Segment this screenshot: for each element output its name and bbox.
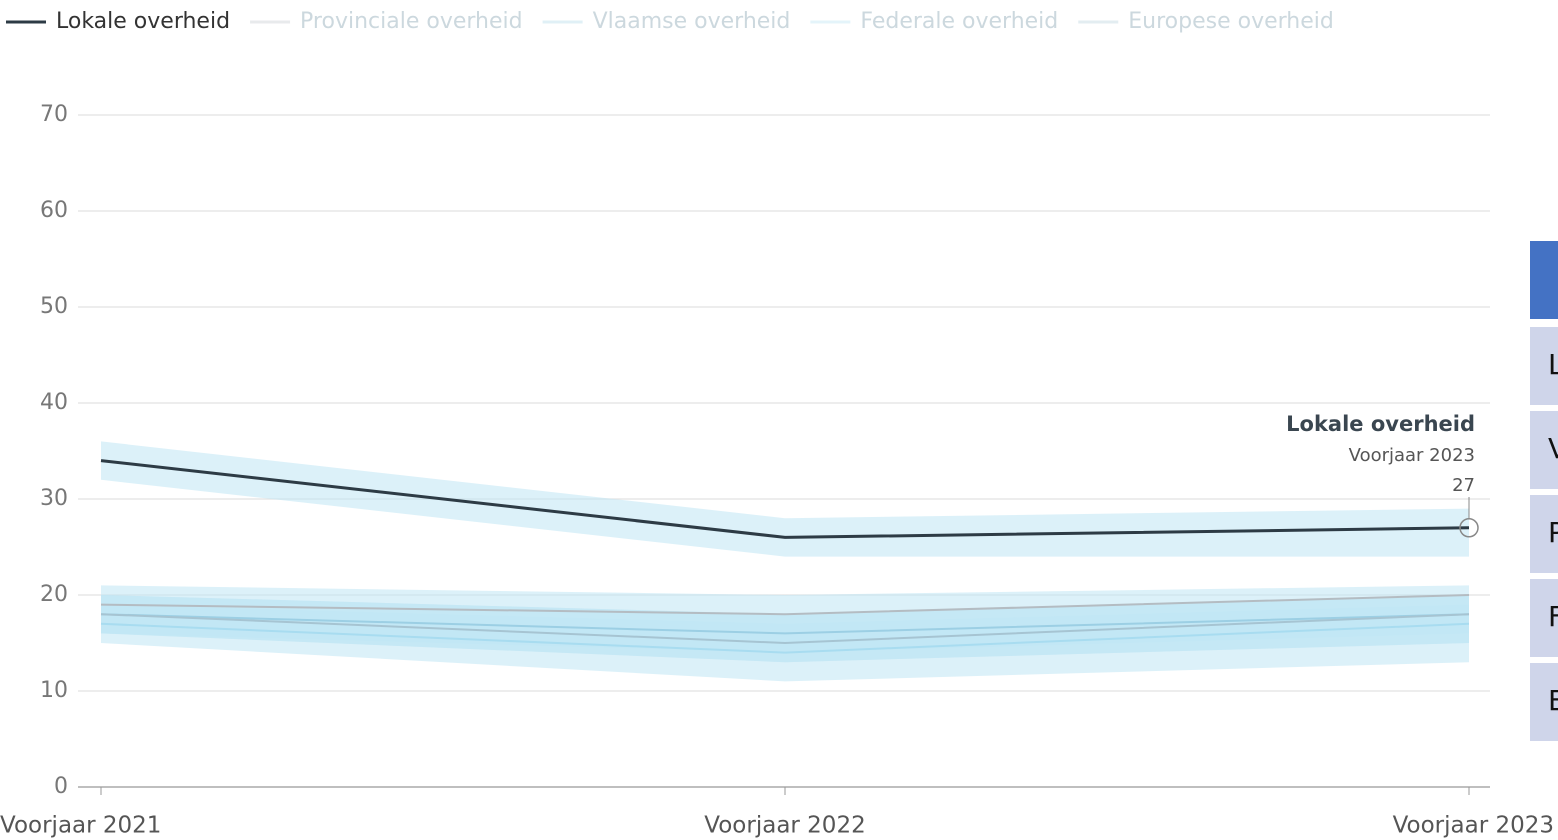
tooltip-title: Lokale overheid [1286,412,1475,436]
legend-label: Federale overheid [860,9,1058,34]
table-cell: V [1548,432,1558,465]
table-row [1530,663,1558,741]
y-tick-label: 20 [40,582,68,607]
y-tick-label: 30 [40,486,68,511]
tooltip-category: Voorjaar 2023 [1349,445,1475,466]
table-row [1530,495,1558,573]
table-cell: F [1548,600,1558,633]
y-tick-label: 10 [40,678,68,703]
series-line [100,622,1470,654]
table-cell: E [1548,684,1558,717]
x-tick-label: Voorjaar 2022 [704,813,865,839]
y-tick-label: 40 [40,390,68,415]
series-line [100,613,1470,645]
y-tick-label: 50 [40,294,68,319]
y-tick-label: 60 [40,198,68,223]
table-cell: L [1548,348,1558,381]
series-line [100,459,1470,539]
legend-label: Vlaamse overheid [593,9,791,34]
tooltip-value: 27 [1452,475,1475,496]
series-line [100,613,1470,635]
legend-label: Provinciale overheid [300,9,523,34]
table-row [1530,411,1558,489]
x-tick-label: Voorjaar 2023 [1393,813,1554,839]
confidence-band [101,441,1469,557]
table-header [1530,241,1558,319]
tooltip-point [1459,518,1479,538]
y-tick-label: 0 [54,774,68,799]
y-tick-label: 70 [40,102,68,127]
series-line [100,594,1470,616]
legend-label: Europese overheid [1128,9,1334,34]
table-row [1530,579,1558,657]
x-tick-label: Voorjaar 2021 [0,813,161,839]
table-cell: P [1548,516,1558,549]
legend-label: Lokale overheid [56,9,230,34]
confidence-band [101,595,1469,663]
table-row [1530,327,1558,405]
